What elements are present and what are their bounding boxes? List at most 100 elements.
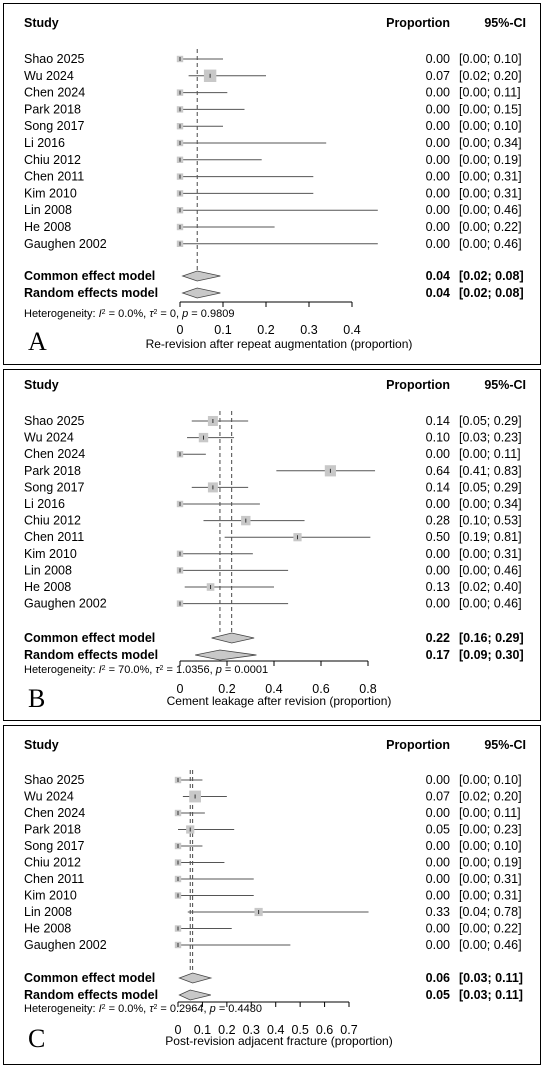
- study-row: Song 2017 0.14 [0.05; 0.29]: [24, 480, 522, 494]
- common-effect-row: Common effect model 0.06 [0.03; 0.11]: [24, 971, 523, 985]
- x-axis-label: Cement leakage after revision (proportio…: [167, 694, 392, 708]
- study-name: He 2008: [24, 922, 71, 936]
- panel-label: A: [28, 327, 47, 356]
- study-name: Kim 2010: [24, 547, 77, 561]
- study-row: Kim 2010 0.00 [0.00; 0.31]: [24, 186, 522, 200]
- study-proportion: 0.10: [426, 431, 450, 445]
- header-proportion: Proportion: [386, 378, 450, 392]
- study-row: He 2008 0.00 [0.00; 0.22]: [24, 922, 522, 936]
- study-proportion: 0.07: [426, 69, 450, 83]
- heterogeneity-statement: Heterogeneity: I2 = 0.0%, τ2 = 0.2964, p…: [24, 1003, 262, 1015]
- study-ci: [0.00; 0.10]: [459, 52, 522, 66]
- study-row: Wu 2024 0.07 [0.02; 0.20]: [24, 790, 522, 804]
- study-name: Song 2017: [24, 119, 85, 133]
- study-ci: [0.00; 0.10]: [459, 839, 522, 853]
- study-proportion: 0.00: [426, 102, 450, 116]
- header-study: Study: [24, 378, 59, 392]
- study-ci: [0.00; 0.15]: [459, 102, 522, 116]
- study-ci: [0.02; 0.20]: [459, 790, 522, 804]
- x-axis-tick-label: 0.6: [312, 682, 329, 696]
- x-axis-tick-label: 0.4: [265, 682, 282, 696]
- pooled-proportion: 0.04: [426, 286, 450, 300]
- study-row: Chen 2011 0.00 [0.00; 0.31]: [24, 170, 522, 184]
- x-axis-tick-label: 0.6: [316, 1023, 333, 1037]
- x-axis: 0 0.1 0.2 0.3 0.4Re-revision after repeat au…: [146, 301, 413, 351]
- study-row: Chen 2024 0.00 [0.00; 0.11]: [24, 447, 521, 461]
- x-axis-tick-label: 0: [177, 323, 184, 337]
- study-row: Park 2018 0.00 [0.00; 0.15]: [24, 102, 522, 116]
- study-row: Song 2017 0.00 [0.00; 0.10]: [24, 119, 522, 133]
- header-proportion: Proportion: [386, 738, 450, 752]
- pooled-ci: [0.02; 0.08]: [459, 269, 524, 283]
- header-ci: 95%-CI: [484, 16, 526, 30]
- study-row: Lin 2008 0.33 [0.04; 0.78]: [24, 905, 522, 919]
- study-proportion: 0.00: [426, 447, 450, 461]
- study-ci: [0.00; 0.31]: [459, 186, 522, 200]
- pooled-ci: [0.03; 0.11]: [459, 988, 523, 1002]
- x-axis-tick-label: 0.3: [243, 1023, 260, 1037]
- study-proportion: 0.00: [426, 220, 450, 234]
- study-row: Shao 2025 0.00 [0.00; 0.10]: [24, 52, 522, 66]
- header-proportion: Proportion: [386, 16, 450, 30]
- header-study: Study: [24, 738, 59, 752]
- study-name: He 2008: [24, 220, 71, 234]
- study-row: Wu 2024 0.10 [0.03; 0.23]: [24, 431, 522, 445]
- x-axis-tick-label: 0.5: [291, 1023, 308, 1037]
- header-study: Study: [24, 16, 59, 30]
- study-ci: [0.00; 0.46]: [459, 597, 522, 611]
- study-proportion: 0.00: [426, 872, 450, 886]
- study-proportion: 0.14: [426, 414, 450, 428]
- study-ci: [0.00; 0.46]: [459, 563, 522, 577]
- study-name: Park 2018: [24, 823, 81, 837]
- study-proportion: 0.05: [426, 823, 450, 837]
- study-name: Song 2017: [24, 480, 85, 494]
- study-proportion: 0.00: [426, 597, 450, 611]
- study-name: Chen 2011: [24, 872, 84, 886]
- pooled-diamond: [178, 989, 211, 1001]
- study-row: Shao 2025 0.14 [0.05; 0.29]: [24, 414, 522, 428]
- x-axis-tick-label: 0.7: [340, 1023, 357, 1037]
- study-ci: [0.00; 0.34]: [459, 136, 522, 150]
- study-name: Chen 2024: [24, 806, 85, 820]
- x-axis-tick-label: 0.2: [218, 1023, 235, 1037]
- study-proportion: 0.00: [426, 856, 450, 870]
- study-proportion: 0.00: [426, 153, 450, 167]
- study-row: Lin 2008 0.00 [0.00; 0.46]: [24, 563, 522, 577]
- study-name: Shao 2025: [24, 773, 85, 787]
- study-ci: [0.03; 0.23]: [459, 431, 522, 445]
- study-name: Kim 2010: [24, 186, 77, 200]
- x-axis-tick-label: 0.4: [267, 1023, 284, 1037]
- study-proportion: 0.28: [426, 514, 450, 528]
- pooled-proportion: 0.04: [426, 269, 450, 283]
- study-ci: [0.02; 0.20]: [459, 69, 522, 83]
- study-name: Wu 2024: [24, 790, 74, 804]
- study-row: Wu 2024 0.07 [0.02; 0.20]: [24, 69, 522, 83]
- study-ci: [0.19; 0.81]: [459, 530, 522, 544]
- pooled-ci: [0.09; 0.30]: [459, 648, 524, 662]
- study-name: Song 2017: [24, 839, 85, 853]
- x-axis-label: Re-revision after repeat augmentation (p…: [146, 337, 413, 351]
- study-ci: [0.00; 0.31]: [459, 547, 522, 561]
- study-proportion: 0.00: [426, 203, 450, 217]
- study-proportion: 0.00: [426, 237, 450, 251]
- pooled-diamond: [211, 632, 255, 644]
- study-proportion: 0.00: [426, 119, 450, 133]
- study-ci: [0.00; 0.46]: [459, 203, 522, 217]
- study-proportion: 0.00: [426, 170, 450, 184]
- study-row: Li 2016 0.00 [0.00; 0.34]: [24, 497, 522, 511]
- study-proportion: 0.64: [426, 464, 450, 478]
- study-name: Gaughen 2002: [24, 938, 107, 952]
- x-axis-tick-label: 0.3: [300, 323, 317, 337]
- x-axis-tick-label: 0: [177, 682, 184, 696]
- study-row: Chen 2011 0.00 [0.00; 0.31]: [24, 872, 522, 886]
- study-name: Li 2016: [24, 497, 65, 511]
- pooled-diamond: [181, 270, 221, 282]
- study-ci: [0.00; 0.19]: [459, 153, 522, 167]
- study-ci: [0.00; 0.11]: [459, 86, 521, 100]
- study-row: Chiu 2012 0.00 [0.00; 0.19]: [24, 856, 522, 870]
- study-proportion: 0.00: [426, 839, 450, 853]
- study-name: Shao 2025: [24, 414, 85, 428]
- common-effect-row: Common effect model 0.04 [0.02; 0.08]: [24, 269, 524, 283]
